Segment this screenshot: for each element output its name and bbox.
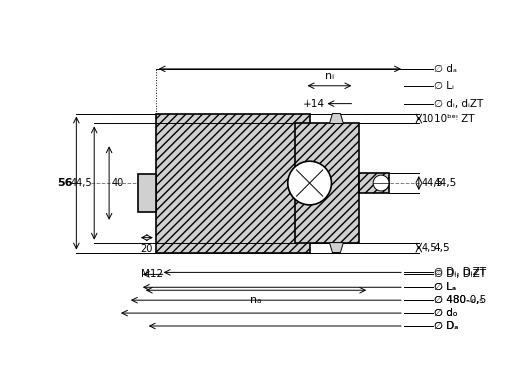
Text: ∅ dₐ: ∅ dₐ [434, 64, 457, 74]
Text: ∅ Lₐ: ∅ Lₐ [434, 282, 455, 292]
Text: ∅ Dᵢ, DᵢZT: ∅ Dᵢ, DᵢZT [434, 270, 485, 279]
Circle shape [373, 175, 389, 191]
Text: ∅ Lₐ: ∅ Lₐ [434, 282, 455, 292]
Text: ∅ 480-0,5: ∅ 480-0,5 [434, 295, 486, 305]
Text: ∅ d₀: ∅ d₀ [434, 308, 457, 318]
Text: M12: M12 [141, 270, 163, 279]
Text: 56: 56 [57, 178, 72, 188]
Text: ∔14: ∔14 [302, 99, 325, 108]
Text: 44,5: 44,5 [71, 178, 92, 188]
Text: ∅ d₀: ∅ d₀ [434, 308, 457, 318]
Polygon shape [329, 243, 343, 253]
Text: ∅ dᵢ, dᵢZT: ∅ dᵢ, dᵢZT [434, 99, 483, 108]
Circle shape [288, 161, 331, 205]
Polygon shape [359, 173, 389, 193]
Text: ∅ Dₐ: ∅ Dₐ [434, 321, 458, 331]
Text: ∅ Dᵢ, DᵢZT: ∅ Dᵢ, DᵢZT [434, 267, 485, 277]
Text: ∅ 480₋₀,₅: ∅ 480₋₀,₅ [434, 295, 483, 305]
Text: 10ᵇᵉᵎ ZT: 10ᵇᵉᵎ ZT [434, 113, 474, 124]
Text: 4,5: 4,5 [422, 243, 437, 253]
Text: 44,5: 44,5 [422, 178, 444, 188]
Text: ∅ Dₐ: ∅ Dₐ [434, 321, 458, 331]
Text: 4,5: 4,5 [434, 243, 450, 253]
Polygon shape [295, 124, 359, 243]
Polygon shape [138, 174, 156, 212]
Text: 10: 10 [422, 113, 434, 124]
Polygon shape [156, 113, 310, 253]
Text: nₐ: nₐ [250, 295, 262, 305]
Text: 44,5: 44,5 [434, 178, 457, 188]
Text: 20: 20 [141, 243, 153, 254]
Text: nᵢ: nᵢ [325, 71, 334, 81]
Text: ∅ Lᵢ: ∅ Lᵢ [434, 81, 453, 91]
Polygon shape [329, 113, 343, 124]
Text: 40: 40 [111, 178, 124, 188]
